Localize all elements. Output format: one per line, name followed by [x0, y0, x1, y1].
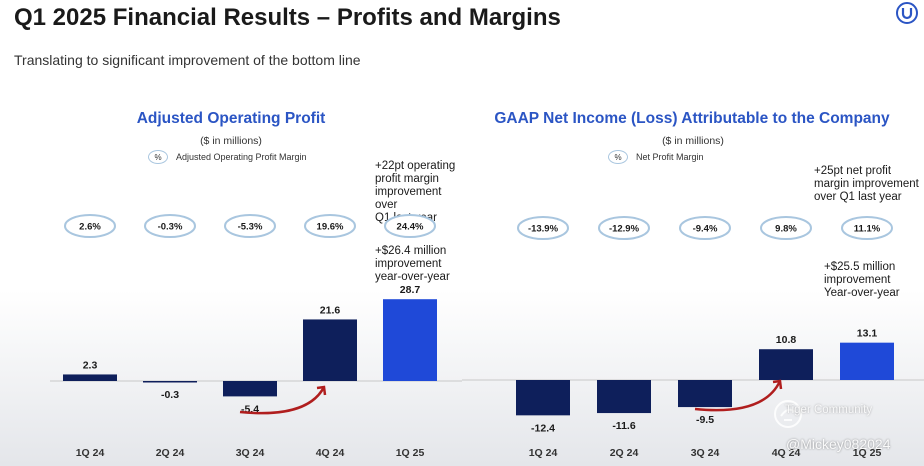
chart-adjusted-operating-profit: Adjusted Operating Profit ($ in millions… [50, 110, 462, 459]
data-label: 13.1 [857, 328, 878, 340]
growth-arrow-head [316, 385, 327, 396]
margin-pill [517, 216, 569, 240]
note-line: +$25.5 million [824, 261, 896, 273]
margin-pill [679, 216, 731, 240]
margin-pill [841, 216, 893, 240]
margin-label: 19.6% [317, 222, 344, 233]
margin-label: -0.3% [158, 222, 183, 233]
margin-label: 2.6% [79, 222, 101, 233]
chart-legend: % Adjusted Operating Profit Margin [148, 150, 307, 164]
margin-label: -12.9% [609, 224, 640, 235]
x-tick-label: 4Q 24 [772, 447, 801, 459]
note-line: +22pt operating [375, 160, 456, 172]
bar-1q-25 [383, 299, 437, 381]
x-tick-label: 1Q 25 [853, 447, 882, 459]
legend-label: Adjusted Operating Profit Margin [176, 152, 307, 162]
growth-arrow [239, 386, 326, 415]
x-tick-label: 1Q 24 [529, 447, 558, 459]
x-tick-label: 1Q 24 [76, 447, 105, 459]
data-label: 2.3 [83, 359, 98, 371]
data-label: -0.3 [161, 389, 179, 401]
bar-1q-25 [840, 342, 894, 380]
note-line: year-over-year [375, 271, 450, 283]
margin-pill [598, 216, 650, 240]
growth-arrow-head [772, 379, 783, 390]
x-tick-label: 1Q 25 [396, 447, 425, 459]
legend-chip: % [608, 150, 628, 164]
bar-2q-24 [143, 381, 197, 383]
growth-arrow [694, 380, 782, 412]
note-dollar-improvement: +$26.4 million improvement year-over-yea… [375, 245, 450, 284]
chart-plot-area: 2.31Q 242.6%-0.32Q 24-0.3%-5.43Q 24-5.3%… [50, 214, 462, 459]
data-label: -11.6 [612, 420, 636, 432]
data-label: -12.4 [531, 422, 555, 434]
data-label: 28.7 [400, 284, 421, 296]
note-line: +$26.4 million [375, 245, 447, 257]
bar-4q-24 [759, 349, 813, 380]
watermark-brand: Tiger Community [785, 404, 873, 416]
margin-label: 11.1% [854, 224, 881, 235]
note-line: improvement over [375, 186, 442, 211]
bar-2q-24 [597, 380, 651, 414]
page-title: Q1 2025 Financial Results – Profits and … [14, 4, 561, 31]
chart-gaap-net-income: GAAP Net Income (Loss) Attributable to t… [462, 0, 924, 466]
legend-chip: % [148, 150, 168, 164]
chart-unit: ($ in millions) [662, 135, 724, 147]
margin-pill [144, 214, 196, 238]
margin-label: -13.9% [528, 224, 559, 235]
data-label: 10.8 [776, 334, 797, 346]
data-label: 21.6 [320, 304, 341, 316]
chart-legend: % Net Profit Margin [608, 150, 704, 164]
margin-label: -5.3% [238, 222, 263, 233]
margin-pill [64, 214, 116, 238]
note-line: profit margin [375, 173, 439, 185]
note-line: over Q1 last year [814, 191, 902, 203]
x-tick-label: 3Q 24 [236, 447, 265, 459]
note-line: improvement [375, 258, 442, 270]
margin-pill [384, 214, 436, 238]
bar-1q-24 [516, 380, 570, 416]
bar-1q-24 [63, 374, 117, 381]
data-label: -9.5 [696, 414, 714, 426]
margin-label: -9.4% [693, 224, 718, 235]
legend-label: Net Profit Margin [636, 152, 704, 162]
note-margin-improvement: +25pt net profit margin improvement over… [814, 165, 919, 204]
page-subtitle: Translating to significant improvement o… [14, 52, 361, 68]
chart-plot-area: -12.4 1Q 24 -13.9% -11.6 2Q 24 -12.9% -9.5 3Q 2… [462, 216, 924, 459]
note-dollar-improvement: +$25.5 million improvement Year-over-yea… [824, 261, 900, 300]
note-line: margin improvement [814, 178, 919, 190]
chart-title: Adjusted Operating Profit [136, 110, 326, 127]
tiger-logo-icon [774, 400, 802, 428]
x-tick-label: 4Q 24 [316, 447, 345, 459]
x-tick-label: 3Q 24 [691, 447, 720, 459]
margin-label: 9.8% [775, 224, 797, 235]
bar-3q-24 [678, 380, 732, 408]
bar-4q-24 [303, 319, 357, 381]
margin-label: 24.4% [397, 222, 424, 233]
note-line: +25pt net profit [814, 165, 892, 177]
x-tick-label: 2Q 24 [156, 447, 185, 459]
margin-pill [760, 216, 812, 240]
brand-logo-icon [896, 2, 918, 24]
bar-3q-24 [223, 381, 277, 397]
margin-pill [304, 214, 356, 238]
chart-title: GAAP Net Income (Loss) Attributable to t… [494, 110, 890, 127]
watermark-user: @Mickey082024 [786, 436, 891, 452]
note-line: improvement [824, 274, 891, 286]
chart-unit: ($ in millions) [200, 135, 262, 147]
note-line: Year-over-year [824, 287, 900, 299]
margin-pill [224, 214, 276, 238]
x-tick-label: 2Q 24 [610, 447, 639, 459]
